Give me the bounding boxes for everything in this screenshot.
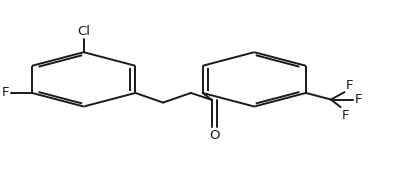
Text: O: O — [209, 129, 220, 142]
Text: F: F — [2, 87, 9, 100]
Text: F: F — [346, 79, 354, 92]
Text: F: F — [342, 109, 350, 122]
Text: Cl: Cl — [77, 25, 90, 38]
Text: F: F — [355, 93, 362, 106]
